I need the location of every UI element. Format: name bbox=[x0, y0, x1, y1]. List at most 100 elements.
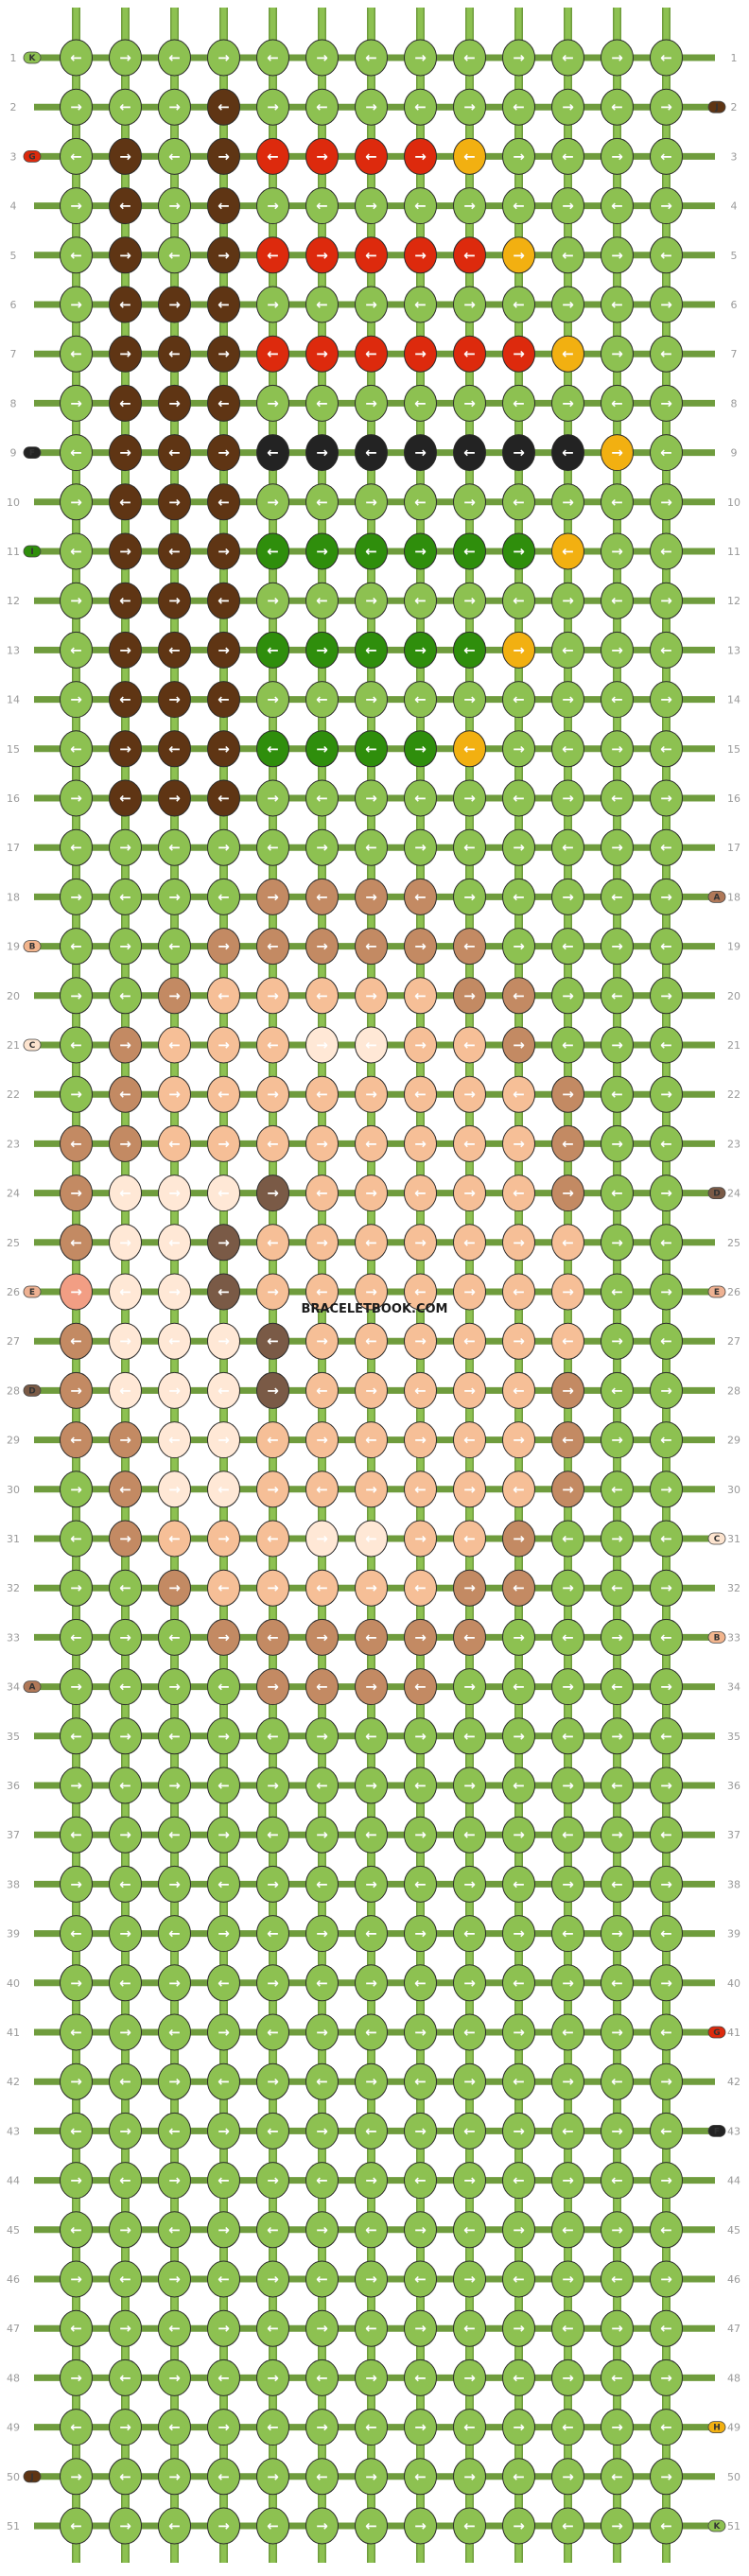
svg-text:→: → bbox=[267, 394, 279, 411]
svg-text:←: ← bbox=[218, 2271, 230, 2288]
svg-text:←: ← bbox=[70, 2221, 82, 2238]
row-number-right: 3 bbox=[731, 150, 738, 163]
knot: ← bbox=[453, 1224, 486, 1262]
svg-text:←: ← bbox=[267, 2517, 279, 2534]
knot: ← bbox=[650, 1618, 683, 1656]
string-end-right: D bbox=[707, 1187, 726, 1199]
knot: ← bbox=[404, 2162, 437, 2200]
row-number-left: 20 bbox=[7, 990, 20, 1002]
knot: → bbox=[60, 187, 93, 225]
knot: → bbox=[207, 1618, 240, 1656]
knot: → bbox=[650, 2063, 683, 2100]
svg-text:E: E bbox=[714, 1288, 720, 1297]
knot: → bbox=[551, 681, 584, 719]
knot: ← bbox=[355, 828, 388, 866]
svg-text:←: ← bbox=[70, 2517, 82, 2534]
knot: → bbox=[601, 1915, 634, 1953]
svg-text:←: ← bbox=[218, 691, 230, 708]
knot: → bbox=[60, 286, 93, 323]
svg-text:→: → bbox=[463, 1975, 476, 1992]
knot: → bbox=[551, 1964, 584, 2002]
row-number-right: 17 bbox=[727, 842, 740, 854]
svg-text:→: → bbox=[316, 641, 328, 658]
row-number-left: 27 bbox=[7, 1335, 20, 1348]
svg-text:→: → bbox=[463, 691, 476, 708]
knot: ← bbox=[601, 384, 634, 422]
row-number-left: 2 bbox=[10, 101, 17, 113]
knot: → bbox=[207, 1421, 240, 1459]
knot: ← bbox=[502, 1767, 535, 1804]
knot: ← bbox=[109, 1175, 142, 1212]
svg-text:←: ← bbox=[463, 2419, 476, 2436]
svg-text:←: ← bbox=[611, 2073, 623, 2090]
svg-text:←: ← bbox=[562, 1826, 574, 1843]
knot: → bbox=[60, 1569, 93, 1607]
svg-text:←: ← bbox=[168, 1332, 181, 1349]
svg-text:→: → bbox=[611, 2419, 623, 2436]
svg-text:←: ← bbox=[463, 2024, 476, 2041]
svg-text:←: ← bbox=[267, 345, 279, 362]
knot: → bbox=[158, 88, 191, 126]
svg-text:→: → bbox=[611, 1332, 623, 1349]
svg-text:←: ← bbox=[316, 394, 328, 411]
svg-text:←: ← bbox=[414, 296, 427, 313]
knot: ← bbox=[404, 1175, 437, 1212]
svg-text:←: ← bbox=[218, 2073, 230, 2090]
svg-text:←: ← bbox=[562, 1432, 574, 1449]
knot: ← bbox=[355, 434, 388, 472]
svg-text:→: → bbox=[218, 543, 230, 560]
knot: → bbox=[551, 1668, 584, 1706]
knot: → bbox=[158, 1471, 191, 1508]
svg-text:→: → bbox=[660, 888, 672, 905]
svg-text:→: → bbox=[316, 49, 328, 66]
svg-text:→: → bbox=[316, 1036, 328, 1053]
knot: ← bbox=[650, 730, 683, 768]
knot: → bbox=[158, 1865, 191, 1903]
svg-text:→: → bbox=[168, 1579, 181, 1596]
knot: ← bbox=[355, 1026, 388, 1064]
svg-text:←: ← bbox=[218, 2369, 230, 2386]
knot: ← bbox=[650, 1520, 683, 1558]
knot: ← bbox=[601, 977, 634, 1015]
svg-text:←: ← bbox=[218, 1283, 230, 1300]
svg-text:←: ← bbox=[119, 1283, 131, 1300]
svg-text:→: → bbox=[611, 2517, 623, 2534]
svg-text:→: → bbox=[119, 1826, 131, 1843]
knot: ← bbox=[650, 532, 683, 570]
svg-text:←: ← bbox=[513, 98, 525, 115]
svg-text:→: → bbox=[660, 1185, 672, 1202]
knot: → bbox=[601, 1322, 634, 1360]
svg-text:→: → bbox=[365, 2271, 377, 2288]
string-end-left: A bbox=[23, 1680, 42, 1693]
row-number-right: 45 bbox=[727, 2224, 740, 2237]
knot: → bbox=[256, 483, 289, 521]
svg-text:←: ← bbox=[611, 592, 623, 609]
svg-text:←: ← bbox=[414, 394, 427, 411]
knot: → bbox=[404, 1816, 437, 1854]
svg-text:→: → bbox=[218, 1234, 230, 1251]
svg-text:←: ← bbox=[463, 2320, 476, 2337]
svg-text:←: ← bbox=[562, 49, 574, 66]
svg-text:←: ← bbox=[611, 790, 623, 807]
svg-text:→: → bbox=[414, 2221, 427, 2238]
svg-text:←: ← bbox=[660, 543, 672, 560]
knot: ← bbox=[207, 1273, 240, 1311]
svg-text:→: → bbox=[463, 2468, 476, 2485]
knot: ← bbox=[207, 2162, 240, 2200]
svg-text:K: K bbox=[29, 54, 37, 63]
svg-text:←: ← bbox=[316, 494, 328, 511]
knot: ← bbox=[305, 1175, 339, 1212]
svg-text:→: → bbox=[365, 1185, 377, 1202]
svg-text:→: → bbox=[267, 1875, 279, 1892]
svg-text:←: ← bbox=[70, 938, 82, 955]
svg-text:→: → bbox=[513, 1925, 525, 1942]
svg-text:←: ← bbox=[267, 839, 279, 856]
knot: → bbox=[60, 2260, 93, 2298]
knot: ← bbox=[601, 1569, 634, 1607]
svg-text:→: → bbox=[660, 2073, 672, 2090]
knot: ← bbox=[305, 286, 339, 323]
knot: ← bbox=[502, 2458, 535, 2496]
knot: → bbox=[256, 2458, 289, 2496]
knot: ← bbox=[453, 532, 486, 570]
knot: ← bbox=[256, 1717, 289, 1755]
